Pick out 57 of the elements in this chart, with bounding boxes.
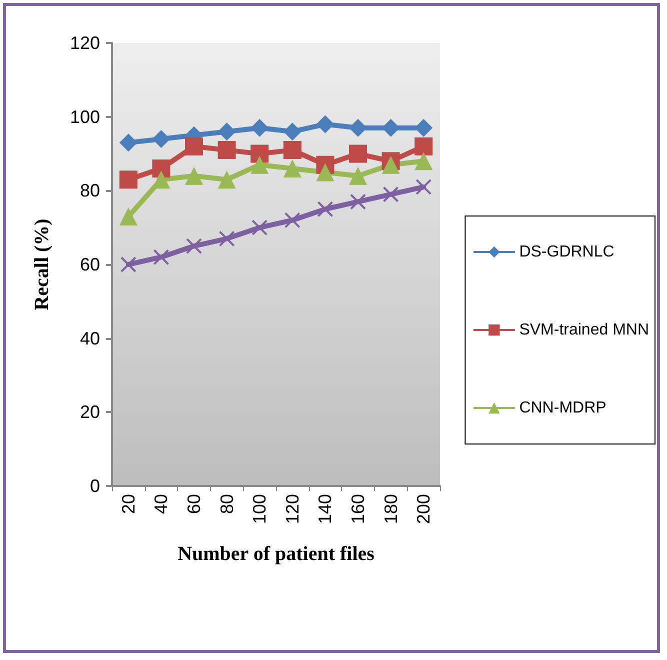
point (316, 163, 334, 182)
point (416, 178, 432, 195)
point (152, 160, 170, 178)
x-tick-label: 100 (250, 494, 270, 524)
point (152, 130, 170, 148)
point (185, 166, 203, 185)
point (250, 156, 269, 174)
point (250, 144, 269, 163)
y-tick-label: 20 (80, 402, 100, 422)
legend-label: CNN-MDRP (519, 400, 606, 416)
point (218, 170, 236, 189)
point (119, 170, 138, 189)
y-tick-label: 80 (80, 180, 100, 201)
y-tick-label: 40 (80, 328, 100, 348)
point (414, 152, 433, 170)
x-tick-label: 80 (216, 494, 237, 514)
point (284, 212, 300, 228)
point (382, 156, 400, 174)
point (349, 166, 367, 185)
x-tick-label: 60 (184, 494, 204, 514)
point (283, 160, 302, 178)
x-tick-label: 120 (282, 494, 302, 524)
point (120, 256, 136, 272)
point (186, 238, 202, 254)
point (218, 122, 236, 141)
x-tick-label: 40 (151, 494, 172, 514)
point (283, 141, 302, 160)
point (414, 137, 433, 156)
point (119, 208, 138, 226)
point (316, 115, 334, 134)
point (218, 230, 235, 247)
point (252, 220, 268, 236)
point (349, 118, 367, 137)
y-tick-label: 100 (70, 106, 100, 127)
x-tick-label: 200 (414, 494, 434, 524)
x-tick-label: 180 (380, 494, 401, 524)
x-tick-label: 160 (348, 494, 368, 524)
y-tick-label: 60 (80, 254, 100, 274)
point (218, 141, 236, 160)
x-tick-label: 20 (118, 494, 138, 514)
point (349, 144, 367, 163)
x-tick-label: 140 (315, 494, 336, 524)
point (250, 118, 269, 137)
y-tick-label: 0 (90, 476, 100, 496)
point (350, 194, 366, 210)
point (414, 118, 433, 137)
legend-label: DS-GDRNLC (519, 244, 614, 260)
point (283, 122, 302, 141)
y-tick-label: 120 (70, 33, 100, 53)
x-axis-title: Number of patient files (178, 543, 375, 565)
point (317, 201, 334, 218)
point (185, 137, 203, 156)
legend-label: SVM-trained MNN (519, 322, 650, 338)
point (153, 249, 170, 266)
point (119, 134, 138, 152)
y-axis-title: Recall (%) (31, 218, 53, 310)
point (382, 186, 399, 202)
